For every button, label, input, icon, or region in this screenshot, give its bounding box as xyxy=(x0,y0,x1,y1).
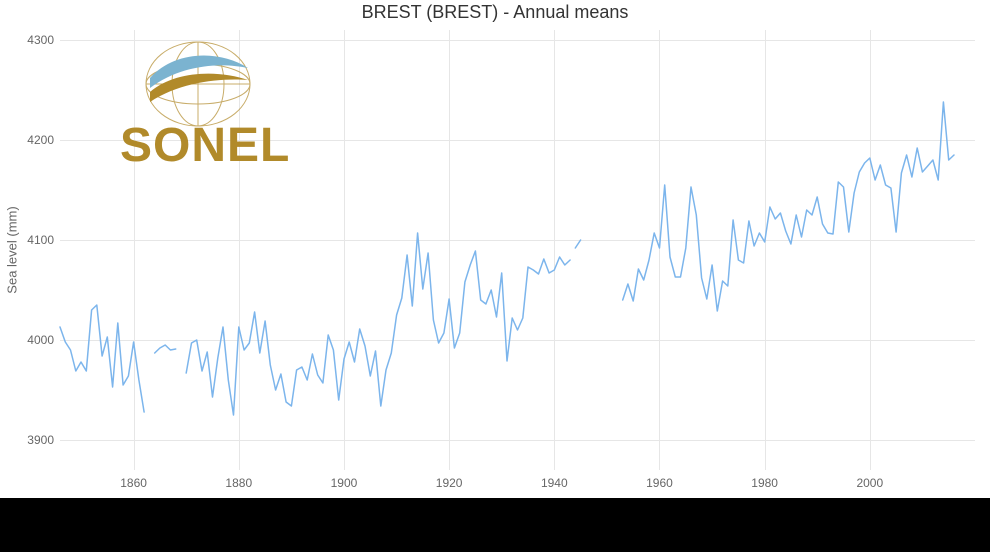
sonel-logo: SONEL xyxy=(120,40,340,170)
data-line-segment xyxy=(623,102,954,311)
data-line-segment xyxy=(155,345,176,353)
sonel-logo-text: SONEL xyxy=(120,122,290,170)
chart-container: BREST (BREST) - Annual means Sea level (… xyxy=(0,0,990,552)
globe-icon xyxy=(146,42,250,126)
data-line-segment xyxy=(60,305,144,412)
data-line-segment xyxy=(186,233,570,415)
bottom-black-bar xyxy=(0,498,990,552)
data-line-segment xyxy=(575,240,580,248)
